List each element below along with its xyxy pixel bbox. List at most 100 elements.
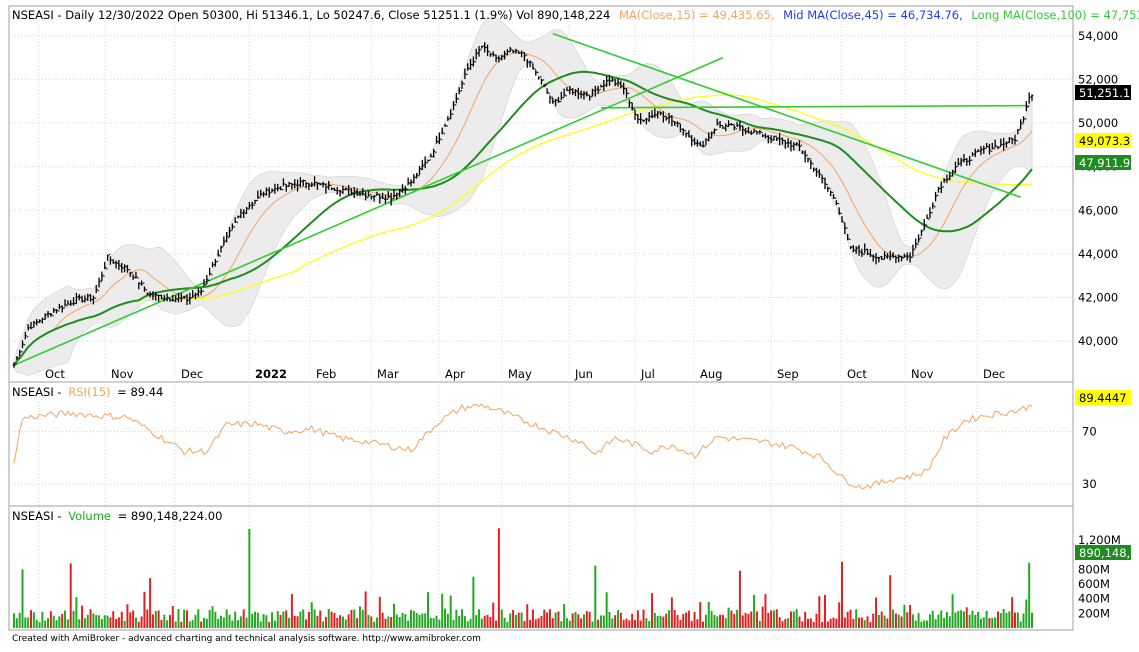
volume-bar <box>707 601 710 628</box>
volume-bar <box>1005 612 1008 628</box>
volume-bar <box>296 616 299 628</box>
volume-bar <box>546 612 549 628</box>
volume-bar <box>344 619 347 628</box>
volume-bar <box>897 614 900 628</box>
volume-bar <box>651 593 654 628</box>
volume-bar <box>205 618 208 628</box>
volume-bar <box>565 618 568 628</box>
trendline <box>552 32 1021 198</box>
volume-bar <box>702 621 705 628</box>
volume-bar <box>38 622 41 628</box>
volume-bar <box>531 609 534 628</box>
volume-bar <box>806 618 809 628</box>
volume-bar <box>784 619 787 628</box>
volume-bar <box>288 617 291 628</box>
volume-bar <box>602 615 605 628</box>
volume-bar <box>276 611 279 628</box>
volume-bar <box>537 618 540 628</box>
volume-bar <box>66 619 69 628</box>
volume-bar <box>945 611 948 628</box>
volume-bar <box>514 614 517 628</box>
volume-bar <box>486 614 489 628</box>
volume-bar <box>472 576 475 628</box>
volume-bar <box>911 614 914 628</box>
volume-bar <box>177 609 180 628</box>
volume-bar <box>809 618 812 628</box>
volume-bar <box>761 606 764 628</box>
volume-bar <box>282 611 285 628</box>
time-axis-label: Aug <box>700 367 722 381</box>
volume-bar <box>259 621 262 628</box>
volume-bar <box>628 620 631 628</box>
volume-bar <box>466 621 469 628</box>
volume-bar <box>109 617 112 628</box>
ma-short-value-label: 49,073.3 <box>1079 134 1130 148</box>
volume-bar <box>234 611 237 628</box>
volume-bar <box>86 614 89 628</box>
time-axis-label: Dec <box>983 367 1005 381</box>
volume-bar <box>747 613 750 628</box>
volume-bar <box>968 614 971 628</box>
volume-bar <box>390 617 393 628</box>
last-price-label: 51,251.1 <box>1079 86 1130 100</box>
volume-bar <box>996 611 999 628</box>
volume-bar <box>639 620 642 628</box>
volume-bar <box>27 617 30 628</box>
time-axis-label: Nov <box>111 367 134 381</box>
volume-bar <box>194 614 197 628</box>
volume-bar <box>520 612 523 628</box>
volume-bar <box>608 611 611 628</box>
volume-bars <box>13 528 1033 628</box>
volume-bar <box>415 612 418 628</box>
volume-bar <box>781 621 784 628</box>
volume-bar <box>770 610 773 628</box>
volume-bar <box>307 611 310 628</box>
volume-bar <box>98 615 101 628</box>
volume-bar <box>512 609 515 628</box>
volume-bar <box>24 617 27 628</box>
volume-bar <box>648 621 651 628</box>
trendline <box>600 104 1030 109</box>
volume-bar <box>1016 612 1019 628</box>
volume-bar <box>835 618 838 628</box>
volume-bar <box>843 617 846 628</box>
volume-bar <box>838 602 841 628</box>
volume-bar <box>273 620 276 628</box>
volume-bar <box>693 611 696 628</box>
volume-axis-tick-label: 400M <box>1078 592 1110 606</box>
volume-bar <box>804 611 807 628</box>
volume-bar <box>191 619 194 628</box>
volume-bar <box>441 593 444 628</box>
volume-bar <box>168 615 171 628</box>
volume-panel[interactable] <box>8 505 1074 631</box>
volume-bar <box>61 613 64 628</box>
volume-bar <box>894 613 897 628</box>
volume-bar <box>143 591 146 628</box>
volume-bar <box>222 617 225 628</box>
volume-bar <box>934 619 937 628</box>
price-axis-tick-label: 42,000 <box>1078 290 1118 304</box>
volume-bar <box>1011 597 1014 628</box>
volume-bar <box>489 617 492 628</box>
volume-bar <box>574 611 577 628</box>
volume-bar <box>495 620 498 628</box>
volume-bar <box>880 611 883 628</box>
volume-bar <box>540 615 543 628</box>
volume-bar <box>509 613 512 628</box>
ma-mid-legend: Mid MA(Close,45) = 46,734.76, <box>783 8 963 22</box>
time-axis-label: Apr <box>445 367 465 381</box>
volume-bar <box>407 620 410 628</box>
volume-bar <box>903 604 906 628</box>
volume-header-prefix: NSEASI - <box>12 509 62 523</box>
time-axis-label: Feb <box>316 367 336 381</box>
time-axis-label: Nov <box>911 367 934 381</box>
volume-bar <box>926 620 929 628</box>
volume-bar <box>900 616 903 628</box>
volume-bar <box>883 615 886 628</box>
volume-bar <box>336 617 339 628</box>
volume-bar <box>418 614 421 628</box>
volume-bar <box>185 610 188 628</box>
volume-bar <box>622 619 625 628</box>
ma-long-line <box>13 94 1033 366</box>
volume-bar <box>614 615 617 628</box>
